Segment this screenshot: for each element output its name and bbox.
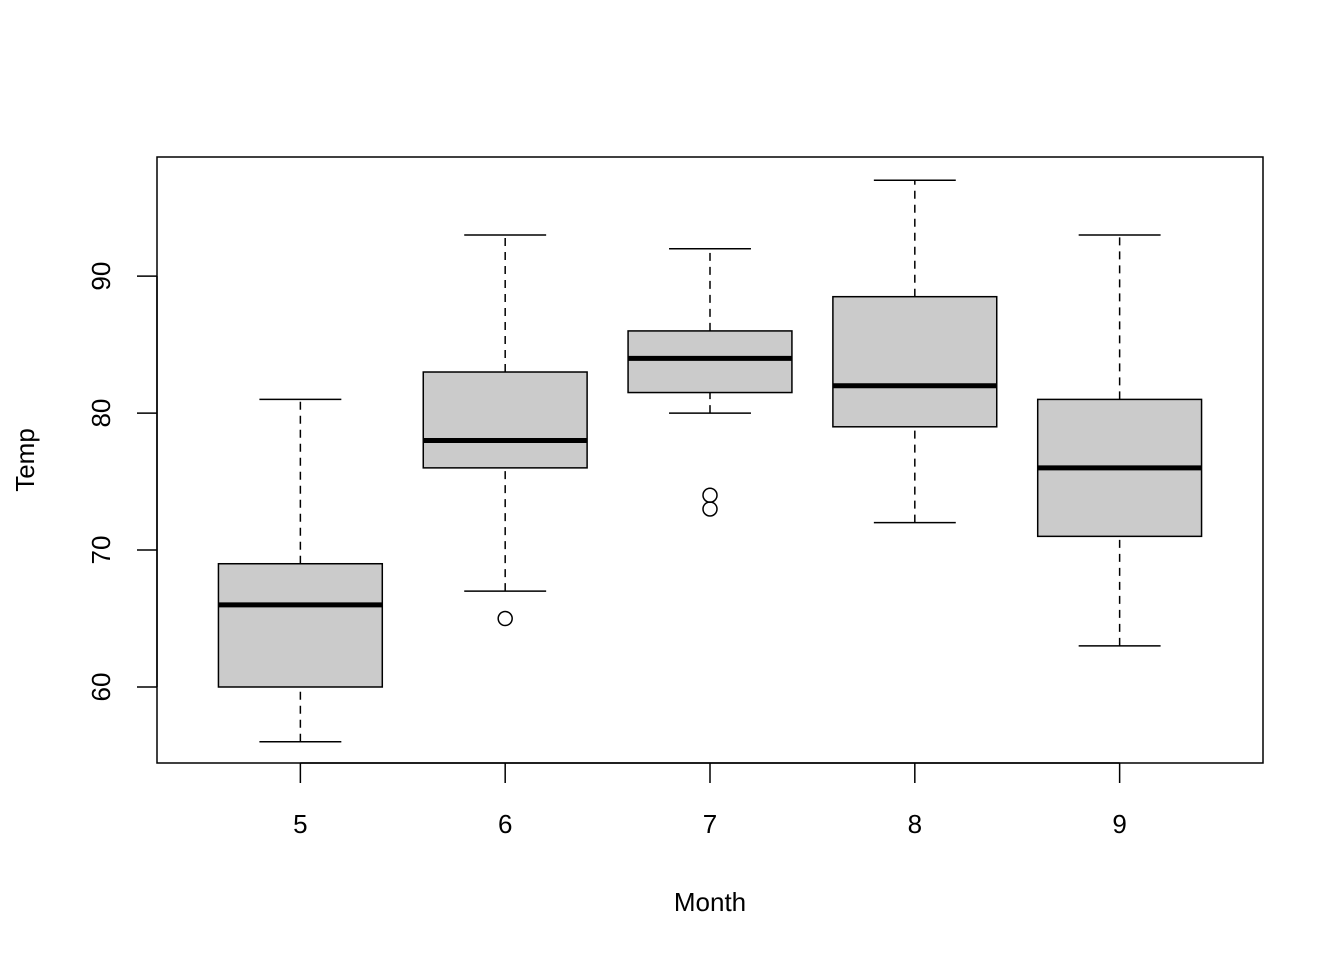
x-tick-label: 8 — [908, 809, 922, 839]
y-tick-label: 60 — [86, 673, 116, 702]
x-tick-label: 9 — [1112, 809, 1126, 839]
outlier-point — [702, 501, 718, 517]
outlier-point — [702, 487, 718, 504]
y-tick-label: 70 — [86, 536, 116, 565]
box-iqr — [832, 295, 998, 428]
x-axis-label: Month — [674, 887, 746, 917]
box-iqr — [422, 371, 588, 469]
x-tick-label: 5 — [293, 809, 307, 839]
outlier-point — [497, 610, 513, 627]
x-tick-label: 7 — [703, 809, 717, 839]
y-axis-label: Temp — [10, 428, 40, 492]
x-tick-label: 6 — [498, 809, 512, 839]
y-tick-label: 90 — [86, 262, 116, 291]
y-tick-label: 80 — [86, 399, 116, 428]
box-iqr — [217, 562, 384, 688]
box-iqr — [627, 330, 793, 394]
